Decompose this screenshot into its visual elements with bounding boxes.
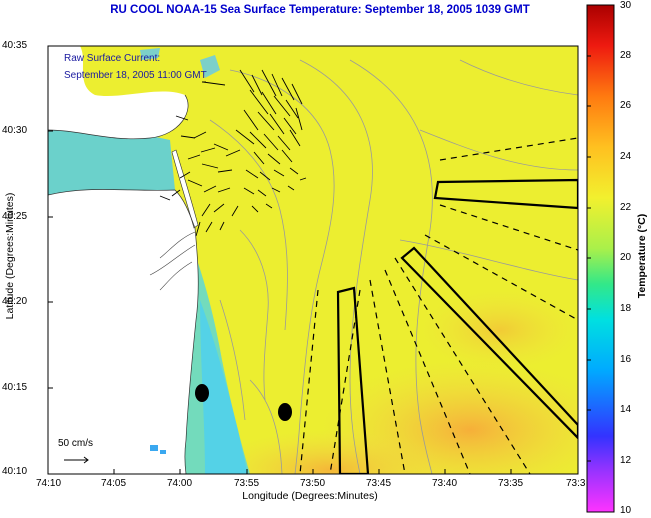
- station-dot-2: [278, 403, 292, 421]
- colorbar-tick: 14: [620, 404, 632, 415]
- warm-patch-e: [420, 290, 578, 370]
- x-tick: 73:45: [366, 478, 392, 489]
- x-tick: 74:10: [36, 478, 62, 489]
- annotation-line2: September 18, 2005 11:00 GMT: [64, 70, 207, 81]
- cool-pixels-sw: [150, 445, 166, 454]
- x-tick: 73:50: [300, 478, 326, 489]
- axis-ticks: [47, 45, 579, 475]
- colorbar-tick: 26: [620, 100, 632, 111]
- x-tick: 74:05: [101, 478, 127, 489]
- sandy-hook: [171, 149, 199, 229]
- colorbar-tick: 18: [620, 303, 632, 314]
- warm-patch-s: [210, 430, 450, 474]
- survey-box-diagonal: [400, 246, 578, 440]
- x-tick: 73:3: [566, 478, 586, 489]
- coastline-north: [48, 94, 189, 140]
- cool-bay-water: [48, 119, 175, 200]
- current-vectors: [159, 69, 307, 237]
- colorbar-tick: 20: [620, 252, 632, 263]
- annotation-line1: Raw Surface Current:: [64, 53, 161, 64]
- figure-title: RU COOL NOAA-15 Sea Surface Temperature:…: [110, 4, 530, 16]
- survey-box-south: [336, 286, 370, 474]
- survey-boxes: [336, 178, 578, 474]
- y-tick: 40:25: [2, 211, 28, 222]
- x-tick: 73:55: [234, 478, 260, 489]
- sst-field: [48, 46, 578, 474]
- rivers: [149, 231, 196, 291]
- y-tick: 40:35: [2, 40, 28, 51]
- y-tick: 40:30: [2, 125, 28, 136]
- survey-dashed-lines: [299, 137, 578, 474]
- bathymetry-contours: [209, 59, 578, 474]
- cool-coastal-core: [200, 300, 248, 474]
- colorbar-tick: 16: [620, 354, 632, 365]
- land-nw: [48, 46, 189, 139]
- coastline-west: [48, 189, 199, 474]
- station-dot-1: [195, 384, 209, 402]
- x-axis-label: Longitude (Degrees:Minutes): [242, 490, 378, 502]
- colorbar-tick: 12: [620, 455, 632, 466]
- y-tick: 40:10: [2, 466, 28, 477]
- colorbar: [586, 4, 615, 513]
- y-tick: 40:15: [2, 382, 28, 393]
- colorbar-tick: 30: [620, 0, 632, 11]
- scale-vector-label: 50 cm/s: [58, 438, 94, 449]
- colorbar-ticks: [587, 55, 591, 462]
- survey-box-east: [433, 178, 578, 210]
- colorbar-label: Temperature (°C): [636, 213, 648, 299]
- land-west: [48, 189, 199, 474]
- y-tick: 40:20: [2, 296, 28, 307]
- colorbar-tick: 22: [620, 202, 632, 213]
- x-tick: 73:35: [498, 478, 524, 489]
- x-tick: 74:00: [167, 478, 193, 489]
- colorbar-tick: 24: [620, 151, 632, 162]
- x-tick: 73:40: [432, 478, 458, 489]
- cool-pixels-north: [140, 48, 220, 78]
- colorbar-tick: 28: [620, 50, 632, 61]
- colorbar-tick: 10: [620, 505, 632, 516]
- scale-arrow-icon: [64, 456, 89, 464]
